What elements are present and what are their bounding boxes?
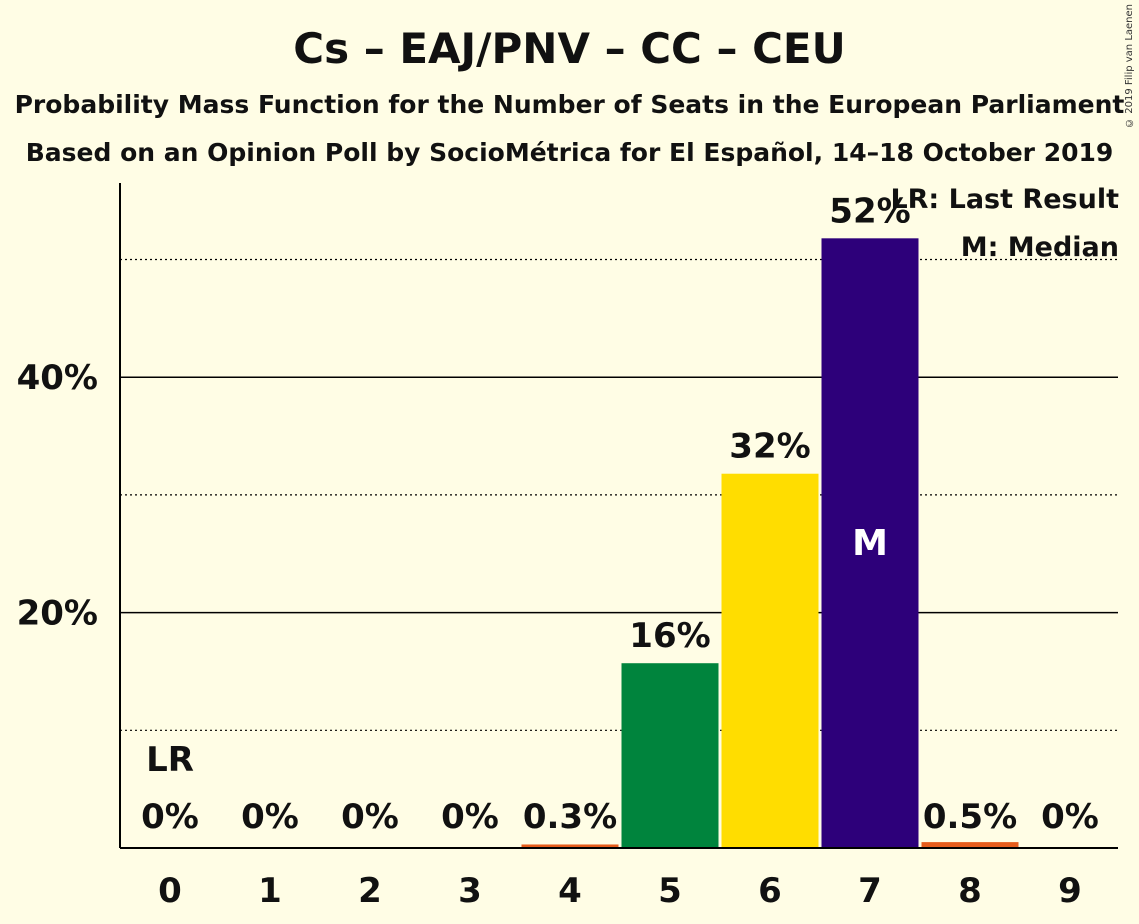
data-label: 0.3% xyxy=(523,797,617,837)
x-tick-label: 1 xyxy=(258,871,282,911)
data-label: 16% xyxy=(629,616,710,656)
bar xyxy=(521,844,619,848)
bar xyxy=(921,842,1019,848)
data-label: 0% xyxy=(1041,797,1099,837)
data-label: 0.5% xyxy=(923,797,1017,837)
y-tick-label: 40% xyxy=(17,358,98,398)
y-tick-label: 20% xyxy=(17,594,98,634)
x-tick-label: 5 xyxy=(658,871,682,911)
chart-subtitle-line-1: Probability Mass Function for the Number… xyxy=(14,90,1125,119)
legend-median: M: Median xyxy=(960,232,1119,263)
data-label: 0% xyxy=(441,797,499,837)
x-tick-label: 3 xyxy=(458,871,482,911)
data-label: 32% xyxy=(729,427,810,467)
bar xyxy=(821,238,919,848)
data-label: 0% xyxy=(141,797,199,837)
x-tick-label: 8 xyxy=(958,871,982,911)
chart-title: Cs – EAJ/PNV – CC – CEU xyxy=(293,24,846,73)
median-marker: M xyxy=(852,523,888,564)
bar xyxy=(621,663,719,848)
x-tick-label: 7 xyxy=(858,871,882,911)
last-result-marker: LR xyxy=(146,740,194,780)
data-label: 0% xyxy=(241,797,299,837)
x-tick-label: 4 xyxy=(558,871,582,911)
x-tick-label: 2 xyxy=(358,871,382,911)
data-label: 0% xyxy=(341,797,399,837)
x-tick-label: 9 xyxy=(1058,871,1082,911)
data-label: 52% xyxy=(829,191,910,231)
bar xyxy=(721,473,819,848)
x-tick-label: 6 xyxy=(758,871,782,911)
legend-last-result: LR: Last Result xyxy=(890,184,1119,215)
x-tick-label: 0 xyxy=(158,871,182,911)
chart-subtitle-line-2: Based on an Opinion Poll by SocioMétrica… xyxy=(25,138,1114,167)
